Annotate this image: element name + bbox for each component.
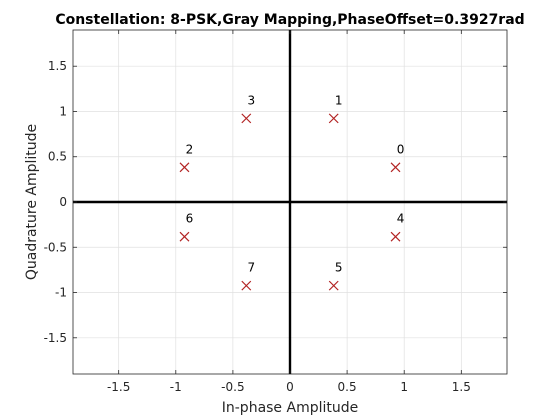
y-tick-label: 0 xyxy=(59,195,67,209)
x-tick-label: -0.5 xyxy=(221,380,244,394)
y-tick-label: -1 xyxy=(55,286,67,300)
constellation-point xyxy=(328,113,339,124)
y-tick-label: -1.5 xyxy=(44,331,67,345)
point-label: 6 xyxy=(186,212,194,226)
point-label: 2 xyxy=(186,142,194,156)
x-tick-label: 1 xyxy=(400,380,408,394)
x-marker-stroke xyxy=(241,280,252,291)
x-marker-stroke xyxy=(179,231,190,242)
constellation-point xyxy=(241,113,252,124)
point-label: 4 xyxy=(397,212,405,226)
point-label: 1 xyxy=(335,93,343,107)
x-marker-stroke xyxy=(241,113,252,124)
constellation-point xyxy=(179,231,190,242)
chart-title: Constellation: 8-PSK,Gray Mapping,PhaseO… xyxy=(55,12,524,28)
x-marker-stroke xyxy=(390,231,401,242)
y-tick-label: 1.5 xyxy=(48,59,67,73)
point-label: 5 xyxy=(335,261,343,275)
y-axis-label: Quadrature Amplitude xyxy=(24,124,40,280)
y-tick-label: 1 xyxy=(59,104,67,118)
x-axis-label: In-phase Amplitude xyxy=(222,400,359,416)
constellation-point xyxy=(328,280,339,291)
point-label: 7 xyxy=(247,261,255,275)
x-tick-label: -1.5 xyxy=(107,380,130,394)
axes xyxy=(72,29,508,375)
constellation-point xyxy=(390,162,401,173)
point-label: 0 xyxy=(397,142,405,156)
constellation-point xyxy=(390,231,401,242)
x-marker-stroke xyxy=(328,113,339,124)
x-tick-label: 0 xyxy=(286,380,294,394)
constellation-point xyxy=(241,280,252,291)
x-tick-label: 1.5 xyxy=(452,380,471,394)
x-tick-label: -1 xyxy=(170,380,182,394)
x-marker-stroke xyxy=(179,162,190,173)
x-marker-stroke xyxy=(328,280,339,291)
constellation-point xyxy=(179,162,190,173)
point-label: 3 xyxy=(247,93,255,107)
x-tick-label: 0.5 xyxy=(338,380,357,394)
tick-marks: -1.5 -1 -0.5 0 0.5 1 1.5 -1.5 -1 -0.5 0 0.5 1 1.5 xyxy=(44,30,507,394)
x-marker-stroke xyxy=(390,162,401,173)
y-tick-label: 0.5 xyxy=(48,150,67,164)
constellation-points: 0 1 2 3 4 5 6 7 xyxy=(179,93,405,291)
y-tick-label: -0.5 xyxy=(44,240,67,254)
